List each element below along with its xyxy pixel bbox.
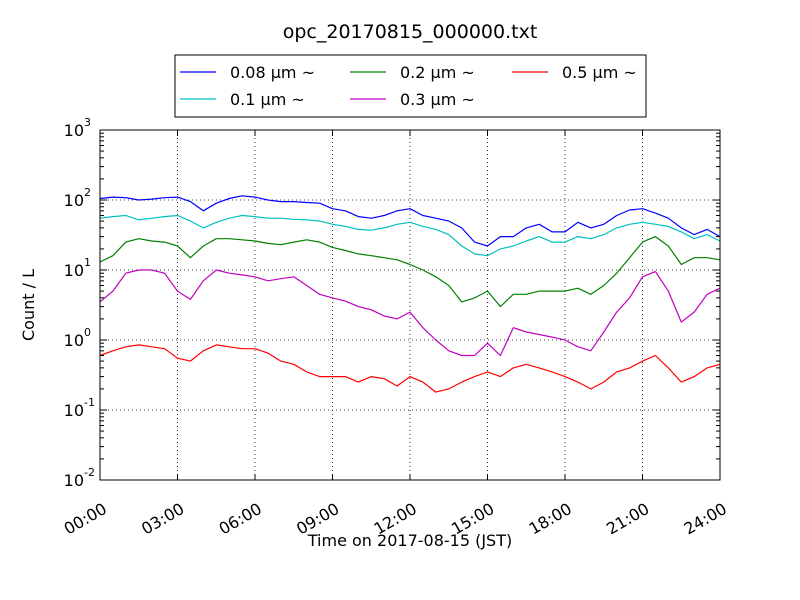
y-axis-label: Count / L	[19, 269, 38, 341]
y-tick-label: 10	[64, 401, 84, 420]
legend-entry-label: 0.2 μm ~	[400, 63, 475, 82]
y-tick-base: 10	[64, 471, 84, 490]
x-tick-label: 06:00	[216, 499, 265, 539]
y-tick-label: 10	[64, 471, 84, 490]
y-tick-base: 10	[64, 401, 84, 420]
y-tick-exponent: 2	[84, 186, 91, 199]
y-tick-exponent: -2	[84, 466, 95, 479]
series-line-0	[99, 195, 721, 247]
legend-box	[174, 54, 647, 118]
x-axis-label: Time on 2017-08-15 (JST)	[307, 531, 512, 550]
grid	[100, 130, 720, 480]
legend-entry-label: 0.3 μm ~	[400, 90, 475, 109]
x-tick-label: 03:00	[138, 499, 187, 539]
y-tick-base: 10	[64, 191, 84, 210]
y-tick-label: 10	[64, 191, 84, 210]
y-tick-base: 10	[64, 331, 84, 350]
y-tick-label: 10	[64, 331, 84, 350]
x-tick-label: 00:00	[61, 499, 110, 539]
legend-entry-label: 0.1 μm ~	[230, 90, 305, 109]
y-tick-exponent: -1	[84, 396, 95, 409]
legend-entry-label: 0.08 μm ~	[230, 63, 315, 82]
legend-entry-label: 0.5 μm ~	[562, 63, 637, 82]
y-tick-label: 10	[64, 261, 84, 280]
ticks: 00:00 03:00 06:00 09:00 12:00 15:00 18:00 21:00…	[61, 116, 730, 539]
x-tick-label: 21:00	[603, 499, 652, 539]
y-tick-exponent: 3	[84, 116, 91, 129]
chart-title: opc_20170815_000000.txt	[283, 21, 538, 43]
y-tick-exponent: 0	[84, 326, 91, 339]
series-line-3	[99, 269, 721, 357]
series-line-1	[99, 214, 721, 257]
x-tick-label: 24:00	[681, 499, 730, 539]
y-tick-exponent: 1	[84, 256, 91, 269]
y-tick-label: 10	[64, 121, 84, 140]
series-line-4	[99, 344, 721, 393]
y-tick-base: 10	[64, 261, 84, 280]
y-tick-base: 10	[64, 121, 84, 140]
series-lines	[99, 195, 721, 393]
legend: 0.08 μm ~ 0.1 μm ~ 0.2 μm ~ 0.3 μm ~ 0.5 μm …	[174, 54, 647, 118]
series-line-2	[99, 236, 721, 308]
x-tick-label: 18:00	[526, 499, 575, 539]
